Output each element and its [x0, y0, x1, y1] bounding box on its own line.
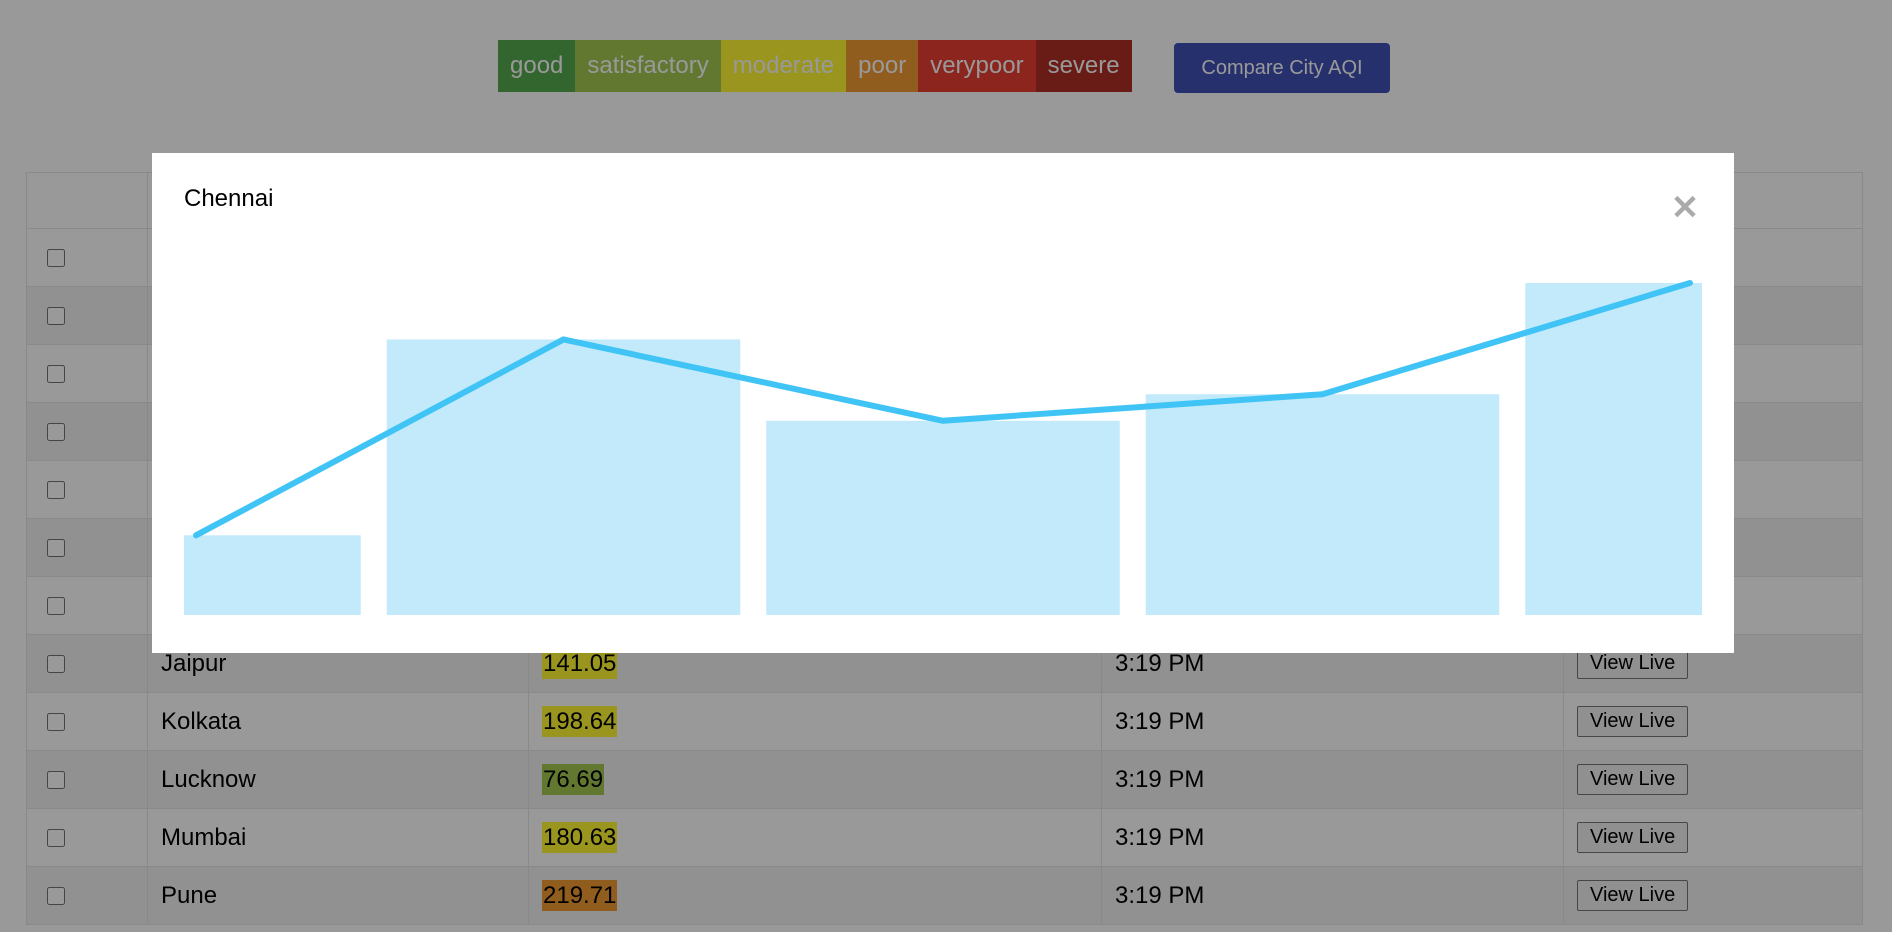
row-checkbox[interactable] — [47, 539, 65, 558]
chart-bar-5 — [1525, 283, 1702, 615]
city-cell: Kolkata — [147, 692, 529, 751]
aqi-value: 219.71 — [542, 879, 618, 911]
city-chart-modal: Chennai ✕ — [152, 153, 1734, 653]
legend-item-verypoor: verypoor — [918, 40, 1036, 92]
chart-bar-2 — [386, 339, 741, 615]
row-checkbox[interactable] — [47, 829, 65, 848]
chart-bar-3 — [766, 420, 1120, 615]
table-row: Mumbai 180.63 3:19 PM View Live — [26, 808, 1863, 867]
chart-bar-4 — [1145, 394, 1500, 615]
row-checkbox[interactable] — [47, 771, 65, 790]
modal-title: Chennai — [184, 185, 274, 212]
table-row: Lucknow 76.69 3:19 PM View Live — [26, 750, 1863, 809]
compare-city-aqi-button[interactable]: Compare City AQI — [1174, 43, 1390, 93]
view-live-button[interactable]: View Live — [1577, 706, 1689, 737]
row-checkbox[interactable] — [47, 423, 65, 442]
legend-item-severe: severe — [1035, 40, 1132, 92]
city-cell: Pune — [147, 866, 529, 925]
row-checkbox[interactable] — [47, 597, 65, 616]
row-checkbox[interactable] — [47, 481, 65, 500]
city-cell: Lucknow — [147, 750, 529, 809]
row-checkbox[interactable] — [47, 655, 65, 674]
aqi-value: 198.64 — [542, 705, 618, 737]
city-cell: Mumbai — [147, 808, 529, 867]
aqi-legend: good satisfactory moderate poor verypoor seve… — [498, 40, 1132, 92]
time-cell: 3:19 PM — [1101, 692, 1564, 751]
row-checkbox[interactable] — [47, 713, 65, 732]
row-checkbox[interactable] — [47, 887, 65, 906]
table-row: Kolkata 198.64 3:19 PM View Live — [26, 692, 1863, 751]
row-checkbox[interactable] — [47, 307, 65, 326]
aqi-value: 76.69 — [542, 763, 605, 795]
view-live-button[interactable]: View Live — [1577, 822, 1689, 853]
aqi-trend-chart — [184, 280, 1702, 615]
aqi-value: 180.63 — [542, 821, 618, 853]
legend-item-moderate: moderate — [720, 40, 847, 92]
view-live-button[interactable]: View Live — [1577, 880, 1689, 911]
row-checkbox[interactable] — [47, 365, 65, 384]
legend-item-good: good — [498, 40, 576, 92]
chart-trend-line — [193, 280, 1693, 539]
chart-bar-1 — [184, 535, 361, 615]
row-checkbox[interactable] — [47, 249, 65, 268]
table-row: Pune 219.71 3:19 PM View Live — [26, 866, 1863, 925]
time-cell: 3:19 PM — [1101, 866, 1564, 925]
time-cell: 3:19 PM — [1101, 750, 1564, 809]
legend-item-poor: poor — [846, 40, 919, 92]
view-live-button[interactable]: View Live — [1577, 764, 1689, 795]
close-icon[interactable]: ✕ — [1670, 189, 1700, 227]
time-cell: 3:19 PM — [1101, 808, 1564, 867]
legend-item-satisfactory: satisfactory — [575, 40, 721, 92]
